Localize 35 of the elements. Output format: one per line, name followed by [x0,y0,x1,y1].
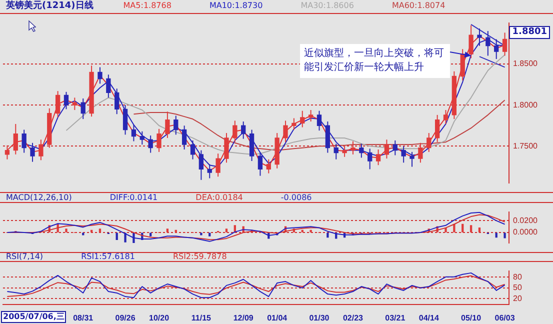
text: -0.0086 [280,193,312,202]
text: MA30:1.8606 [300,1,354,10]
y-tick-label: 0.0200 [513,216,538,225]
y-tick-label: 80 [513,272,522,282]
text: MA5:1.8768 [123,1,172,10]
x-tick-label: 12/09 [233,313,254,322]
x-tick-label: 02/23 [342,313,364,322]
x-tick-label: 11/15 [191,313,212,322]
x-tick-label: 08/31 [73,313,94,322]
x-tick-label: 01/30 [309,313,330,322]
text: DIFF:0.0141 [110,193,158,202]
x-tick-label: 09/26 [115,313,136,322]
text: RSI2:59.7878 [172,252,227,261]
y-tick-label: 50 [513,283,522,292]
text: RSI1:57.6181 [81,252,135,261]
y-tick-label: 0.0000 [513,228,538,237]
x-tick-label: 03/21 [385,313,406,322]
y-tick-label: 1.7500 [513,141,538,150]
x-tick-label: 10/20 [149,313,170,322]
text: MA60:1.8074 [392,1,446,10]
x-tick-label: 06/03 [494,313,516,322]
text: DEA:0.0184 [196,193,243,202]
annotation: 近似旗型，一旦向上突破，将可能引发汇价新一轮大幅上升 [300,44,450,78]
y-tick-label: 1.8000 [513,100,538,110]
chart-title: 英镑美元(1214)日线 [6,1,94,11]
x-tick-label: 01/04 [267,313,288,322]
y-tick-label: 20 [513,294,522,303]
text: 1.8801 [509,26,550,39]
x-tick-label: 05/10 [461,313,482,322]
text: MACD(12,26,10) [6,193,72,202]
text: 2005/07/06,三 [1,311,66,323]
x-tick-label: 04/14 [418,313,440,322]
text: MA10:1.8730 [209,1,263,10]
y-tick-label: 1.8500 [513,59,538,68]
text: RSI(7,14) [6,252,44,261]
